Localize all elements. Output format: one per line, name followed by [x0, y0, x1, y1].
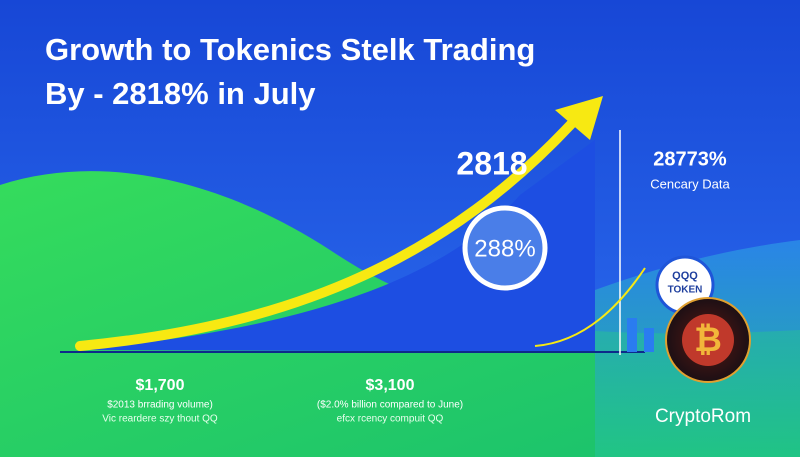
- side-number: 28773%: [653, 148, 727, 170]
- small-curve: [534, 267, 646, 347]
- stat-line: ($2.0% billion compared to June): [317, 400, 463, 411]
- main-number: 2818: [456, 145, 527, 181]
- stat-line: Vic reardere szy thout QQ: [102, 414, 218, 425]
- brand: CryptoRom: [655, 406, 751, 427]
- bubble: [462, 205, 548, 291]
- stat-line: $2013 brrading volume): [107, 400, 213, 411]
- token-top: QQQ: [672, 270, 698, 282]
- title-line1: Growth to Tokenics Stelk Trading: [45, 32, 535, 67]
- stat-value: $3,100: [366, 377, 415, 394]
- bitcoin-symbol: ₿: [694, 321, 722, 359]
- side-label: Cencary Data: [650, 176, 730, 191]
- bubble-label: 288%: [474, 235, 535, 262]
- mini-bar: [644, 328, 654, 352]
- title-line2: By - 2818% in July: [45, 76, 316, 111]
- arrow-head: [555, 96, 603, 140]
- growth-area: [80, 140, 595, 352]
- token-bottom: TOKEN: [668, 285, 703, 296]
- mini-bar: [627, 318, 637, 352]
- stat-line: efcx rcency compuit QQ: [337, 414, 444, 425]
- bitcoin-coin: [682, 314, 734, 366]
- growth-arrow: [75, 115, 580, 351]
- stat-value: $1,700: [136, 377, 185, 394]
